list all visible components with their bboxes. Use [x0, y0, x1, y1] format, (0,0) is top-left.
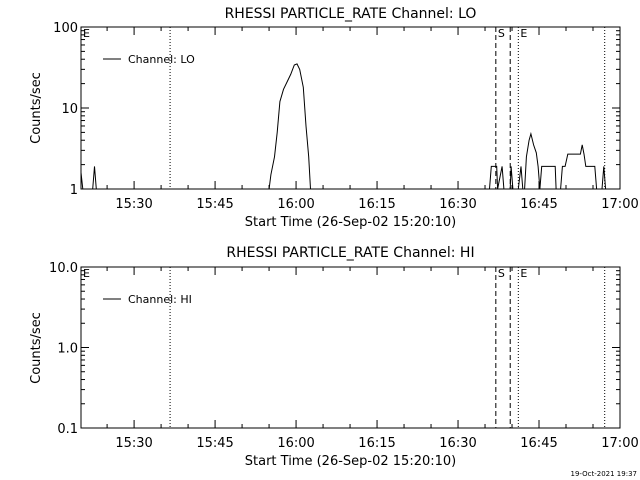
- y-axis-label: Counts/sec: [29, 312, 44, 384]
- x-tick-label: 16:30: [439, 436, 476, 451]
- event-marker-label: E: [83, 27, 90, 40]
- x-tick-label: 16:45: [520, 436, 557, 451]
- x-tick-label: 16:30: [439, 197, 476, 212]
- footer-timestamp: 19-Oct-2021 19:37: [571, 470, 637, 478]
- event-marker-label: S: [498, 27, 505, 40]
- x-tick-label: 17:00: [601, 197, 638, 212]
- y-tick-label: 10: [61, 102, 78, 117]
- legend-label: Channel: HI: [128, 293, 192, 306]
- x-tick-label: 16:15: [358, 436, 395, 451]
- x-tick-label: 16:00: [277, 197, 314, 212]
- event-marker-label: S: [498, 267, 505, 280]
- x-tick-label: 15:30: [115, 197, 152, 212]
- x-tick-label: 16:45: [520, 197, 557, 212]
- y-axis-label: Counts/sec: [29, 72, 44, 144]
- y-tick-label: 0.1: [57, 422, 78, 437]
- chart-title: RHESSI PARTICLE_RATE Channel: LO: [225, 6, 477, 22]
- x-tick-label: 15:30: [115, 436, 152, 451]
- x-axis-label: Start Time (26-Sep-02 15:20:10): [245, 215, 456, 230]
- y-tick-label: 10.0: [49, 261, 78, 276]
- hi-channel-panel: RHESSI PARTICLE_RATE Channel: HI Start Ti…: [29, 245, 639, 469]
- x-tick-label: 15:45: [196, 436, 233, 451]
- y-tick-label: 100: [53, 21, 78, 36]
- plot-frame: [80, 266, 621, 429]
- y-tick-label: 1.0: [57, 342, 78, 357]
- x-tick-label: 15:45: [196, 197, 233, 212]
- plot-frame: [80, 26, 621, 190]
- event-marker-label: E: [520, 267, 527, 280]
- x-axis-label: Start Time (26-Sep-02 15:20:10): [245, 454, 456, 469]
- series-line: [80, 63, 607, 190]
- x-tick-label: 16:15: [358, 197, 395, 212]
- chart-title: RHESSI PARTICLE_RATE Channel: HI: [226, 245, 474, 261]
- legend-label: Channel: LO: [128, 53, 195, 66]
- x-tick-label: 17:00: [601, 436, 638, 451]
- y-tick-label: 1: [70, 183, 78, 198]
- x-tick-label: 16:00: [277, 436, 314, 451]
- event-marker-label: E: [83, 267, 90, 280]
- event-marker-label: E: [520, 27, 527, 40]
- lo-channel-panel: RHESSI PARTICLE_RATE Channel: LO Start Ti…: [29, 6, 639, 230]
